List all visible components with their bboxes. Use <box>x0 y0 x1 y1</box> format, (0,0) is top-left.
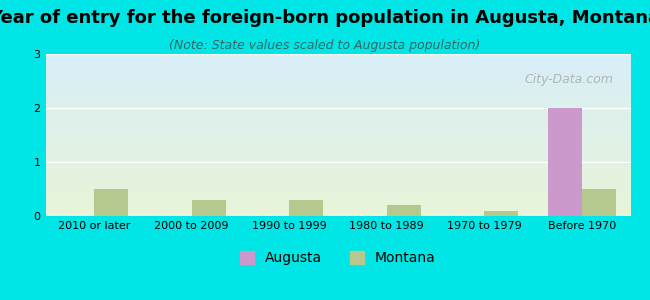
Bar <box>547 108 582 216</box>
Bar <box>94 189 129 216</box>
Text: (Note: State values scaled to Augusta population): (Note: State values scaled to Augusta po… <box>170 39 480 52</box>
Bar <box>192 200 226 216</box>
Bar <box>484 211 519 216</box>
Legend: Augusta, Montana: Augusta, Montana <box>235 245 441 271</box>
Bar <box>289 200 324 216</box>
Bar <box>582 189 616 216</box>
Bar <box>387 205 421 216</box>
Text: City-Data.com: City-Data.com <box>524 74 613 86</box>
Text: Year of entry for the foreign-born population in Augusta, Montana: Year of entry for the foreign-born popul… <box>0 9 650 27</box>
